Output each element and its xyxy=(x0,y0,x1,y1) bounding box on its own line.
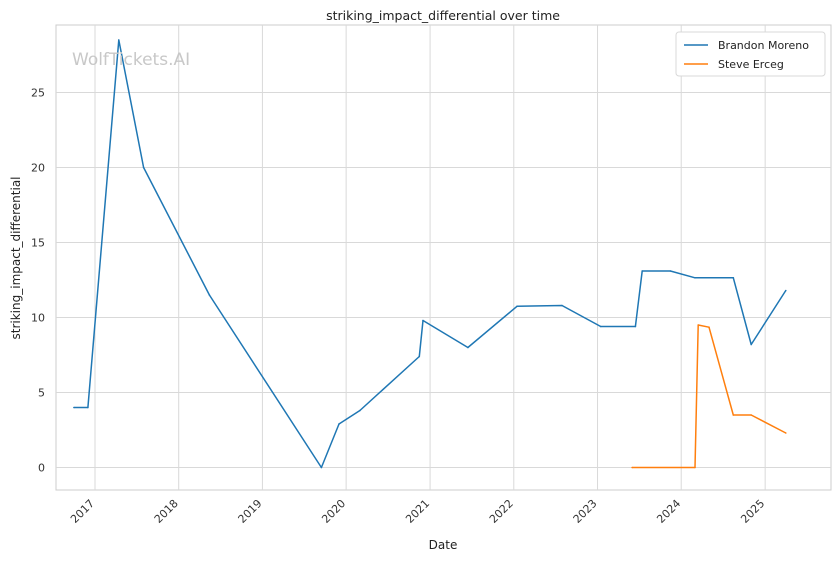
data-point-brandon-moreno-8 xyxy=(418,355,421,358)
data-point-brandon-moreno-13 xyxy=(599,325,602,328)
y-tick-10: 10 xyxy=(31,312,45,325)
grid xyxy=(56,25,831,490)
y-tick-15: 15 xyxy=(31,237,45,250)
x-tick-2017: 2017 xyxy=(68,497,97,526)
y-tick-labels: 0 5 10 15 20 25 xyxy=(31,87,45,475)
data-point-steve-erceg-4 xyxy=(732,414,735,416)
chart-title: striking_impact_differential over time xyxy=(326,8,560,23)
x-tick-2025: 2025 xyxy=(738,497,767,526)
x-tick-2023: 2023 xyxy=(571,497,600,526)
data-point-brandon-moreno-19 xyxy=(750,343,752,346)
x-tick-2020: 2020 xyxy=(319,497,348,526)
data-point-brandon-moreno-1 xyxy=(87,406,89,409)
data-point-brandon-moreno-16 xyxy=(669,270,672,272)
data-point-steve-erceg-3 xyxy=(708,326,710,329)
data-point-steve-erceg-0 xyxy=(631,466,633,469)
data-point-brandon-moreno-0 xyxy=(73,406,75,409)
series-lines xyxy=(73,39,787,469)
y-axis-title: striking_impact_differential xyxy=(9,176,23,339)
legend: Brandon Moreno Steve Erceg xyxy=(675,31,826,77)
y-tick-20: 20 xyxy=(31,162,45,175)
y-tick-25: 25 xyxy=(31,87,45,100)
x-tick-labels: 2017 2018 2019 2020 2021 2022 2023 2024 2025 xyxy=(68,497,767,526)
data-point-brandon-moreno-11 xyxy=(516,305,518,308)
data-point-brandon-moreno-6 xyxy=(338,423,340,425)
x-tick-2019: 2019 xyxy=(236,497,265,526)
data-point-brandon-moreno-10 xyxy=(467,346,469,349)
data-point-brandon-moreno-17 xyxy=(694,277,696,279)
data-point-steve-erceg-1 xyxy=(694,466,696,469)
data-point-brandon-moreno-9 xyxy=(422,319,424,322)
plot-area xyxy=(55,24,832,491)
x-axis-title: Date xyxy=(429,538,458,552)
data-point-brandon-moreno-12 xyxy=(561,304,563,307)
x-tick-2022: 2022 xyxy=(487,497,516,526)
data-point-steve-erceg-5 xyxy=(750,414,752,416)
x-tick-2018: 2018 xyxy=(152,497,181,526)
data-point-brandon-moreno-14 xyxy=(634,325,637,328)
data-point-brandon-moreno-2 xyxy=(118,39,120,41)
data-point-brandon-moreno-15 xyxy=(641,270,643,272)
legend-label-brandon-moreno: Brandon Moreno xyxy=(718,39,809,52)
data-point-brandon-moreno-3 xyxy=(142,166,145,169)
x-tick-2021: 2021 xyxy=(403,497,432,526)
legend-label-steve-erceg: Steve Erceg xyxy=(718,58,784,71)
data-point-brandon-moreno-4 xyxy=(208,294,211,296)
data-point-brandon-moreno-5 xyxy=(320,466,323,469)
data-point-steve-erceg-2 xyxy=(697,324,699,326)
data-point-brandon-moreno-18 xyxy=(732,277,735,279)
data-point-brandon-moreno-7 xyxy=(359,409,361,412)
y-tick-0: 0 xyxy=(38,462,45,475)
data-point-steve-erceg-6 xyxy=(785,432,787,434)
legend-box xyxy=(675,31,826,77)
x-tick-2024: 2024 xyxy=(654,497,683,526)
data-point-brandon-moreno-20 xyxy=(785,289,787,292)
y-tick-5: 5 xyxy=(38,387,45,400)
watermark: WolfTickets.AI xyxy=(72,50,190,70)
